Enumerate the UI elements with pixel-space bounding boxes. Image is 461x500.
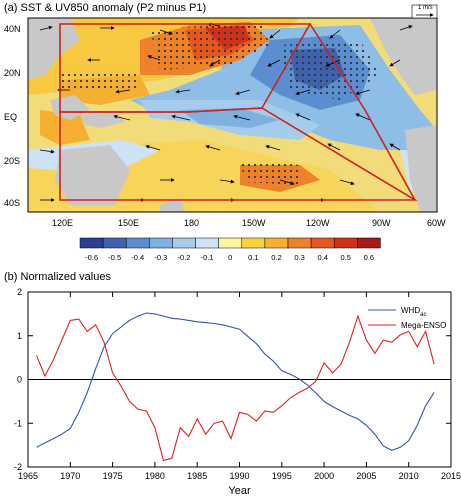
lon-label-120e: 120E: [52, 218, 74, 228]
colorbar-label: 0.3: [294, 253, 304, 262]
y-tick-label: 1: [17, 331, 22, 341]
lon-label-180: 180: [184, 218, 200, 228]
y-tick-label: 0: [17, 375, 22, 385]
x-tick-label: 2005: [356, 471, 376, 481]
x-tick-label: 1990: [229, 471, 249, 481]
colorbar-swatch: [125, 237, 150, 249]
x-tick-label: 1965: [18, 471, 38, 481]
y-tick-label: -2: [14, 462, 22, 472]
sst-map: [27, 4, 438, 213]
colorbar-label: -0.4: [131, 253, 144, 262]
colorbar-label: -0.2: [178, 253, 191, 262]
colorbar-label: -0.5: [108, 253, 121, 262]
x-axis-label: Year: [228, 485, 251, 497]
legend-label: WHDac: [401, 306, 426, 318]
colorbar-swatch: [357, 237, 381, 249]
colorbar-swatch: [333, 237, 358, 249]
x-tick-label: 2010: [399, 471, 419, 481]
colorbar-label: 0.6: [364, 253, 374, 262]
colorbar-swatch: [79, 237, 104, 249]
y-tick-label: 2: [17, 287, 22, 297]
x-tick-label: 2000: [314, 471, 334, 481]
colorbar-label: -0.6: [85, 253, 98, 262]
colorbar-label: -0.3: [154, 253, 167, 262]
colorbar-swatch: [310, 237, 335, 249]
lat-label-eq: EQ: [4, 112, 18, 122]
chart-title: (b) Normalized values: [4, 271, 111, 283]
lat-label-40s: 40S: [4, 198, 21, 208]
x-tick-label: 1970: [60, 471, 80, 481]
colorbar-swatch: [195, 237, 219, 249]
colorbar-swatch: [102, 237, 127, 249]
lat-label-40n: 40N: [4, 24, 21, 34]
legend-label: Mega-ENSO: [401, 321, 446, 330]
lon-label-90w: 90W: [372, 218, 391, 228]
colorbar-label: 0: [228, 253, 232, 262]
x-tick-label: 1995: [272, 471, 292, 481]
x-tick-label: 1985: [187, 471, 207, 481]
x-tick-label: 2015: [441, 471, 461, 481]
colorbar-swatch: [287, 237, 312, 249]
series-line-1: [35, 314, 435, 462]
lon-label-150e: 150E: [118, 218, 140, 228]
colorbar-label: 0.1: [248, 253, 258, 262]
colorbar-label: 0.5: [341, 253, 351, 262]
panel-a-title: (a) SST & UV850 anomaly (P2 minus P1): [4, 2, 207, 14]
colorbar-swatch: [172, 237, 196, 249]
x-tick-label: 1980: [145, 471, 165, 481]
ref-vector-label: 1 m/s: [418, 5, 433, 11]
colorbar-svg: -0.6 -0.5 -0.4 -0.3 -0.2 -0.1 0 0.1 0.2 0.3 0.4 0.5…: [79, 237, 381, 262]
line-chart: -2 -1 0 1 2 1965 1970 1975 1980 1985 1990 1995 2000 2…: [14, 287, 461, 497]
series-line-0: [36, 312, 435, 452]
colorbar-label: 0.2: [271, 253, 281, 262]
lon-label-150w: 150W: [242, 218, 266, 228]
x-tick-label: 1975: [103, 471, 123, 481]
colorbar-label: 0.4: [317, 253, 327, 262]
colorbar-swatch: [264, 237, 289, 249]
colorbar: -0.6 -0.5 -0.4 -0.3 -0.2 -0.1 0 0.1 0.2 0.3 0.4 0.5…: [78, 236, 390, 266]
lon-label-120w: 120W: [306, 218, 330, 228]
colorbar-swatch: [241, 237, 266, 249]
colorbar-swatch: [149, 237, 173, 249]
lat-label-20s: 20S: [4, 156, 21, 166]
colorbar-label: -0.1: [201, 253, 214, 262]
lat-label-20n: 20N: [4, 68, 21, 78]
colorbar-swatch: [218, 237, 243, 249]
lon-label-60w: 60W: [427, 218, 446, 228]
y-tick-label: -1: [14, 418, 22, 428]
